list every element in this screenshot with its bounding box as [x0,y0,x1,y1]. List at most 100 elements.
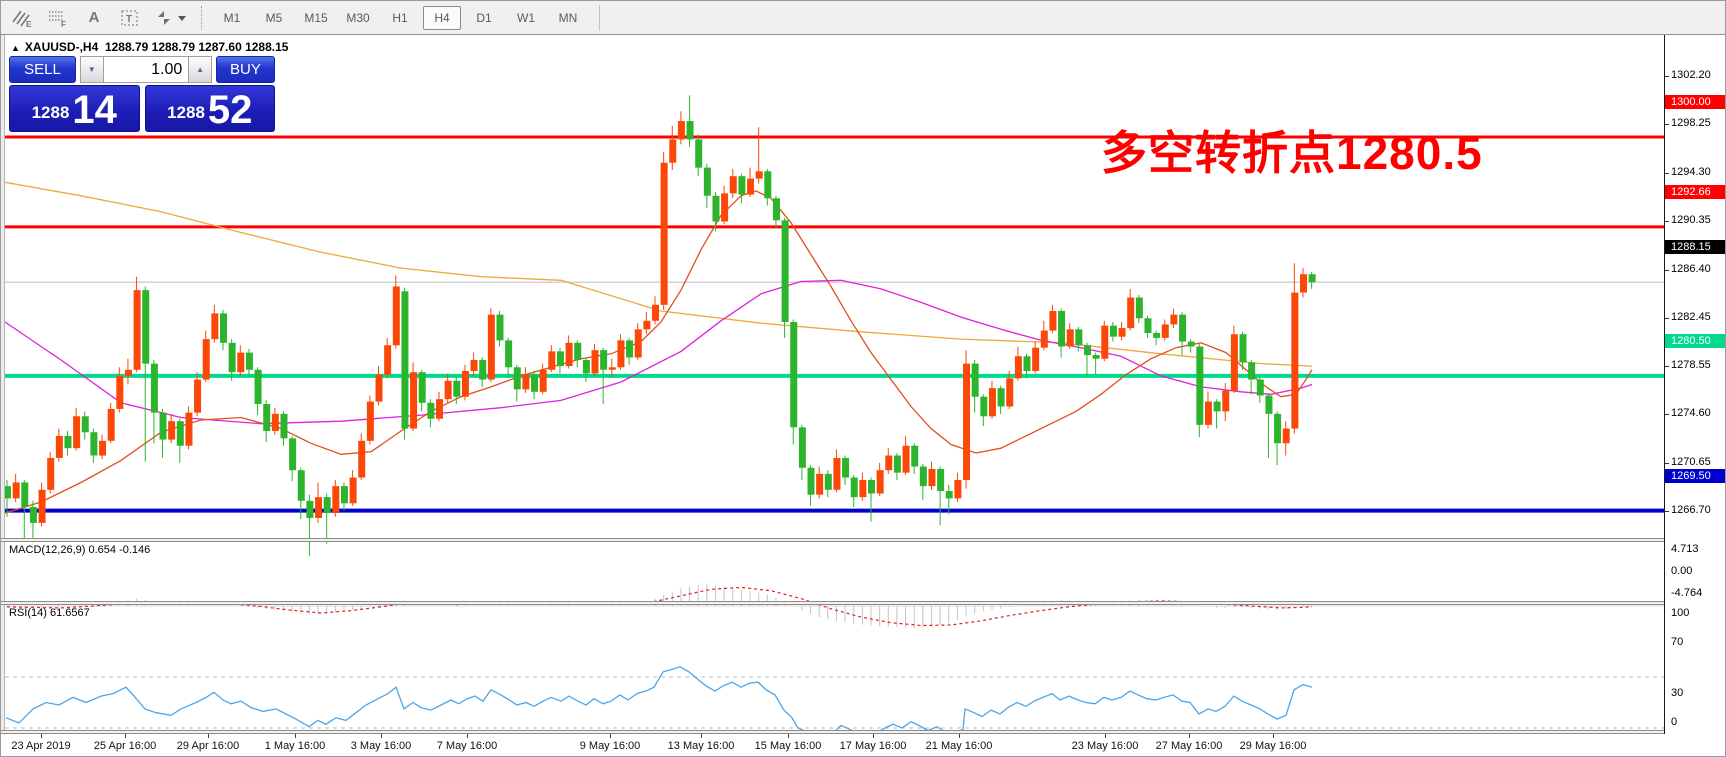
time-label: 29 Apr 16:00 [176,740,240,752]
toolbar-separator-2 [599,4,600,31]
time-tick [873,734,874,738]
price-label: 1266.70 [1671,504,1711,516]
time-label: 7 May 16:00 [436,740,498,752]
price-tick [1665,366,1669,367]
indicator-scale-label: 0 [1671,716,1678,728]
symbol-period: XAUUSD-,H4 [24,40,99,54]
time-tick [295,734,296,738]
time-label: 3 May 16:00 [350,740,412,752]
toolbar-separator [201,5,203,30]
text-box-icon[interactable]: T [115,5,145,31]
one-click-trading-panel: SELL ▼ 1.00 ▲ BUY 1288 14 1288 52 [9,56,275,132]
ohlc-quotes: 1288.79 1288.79 1287.60 1288.15 [104,40,289,54]
timeframe-button-d1[interactable]: D1 [476,10,492,25]
timeframe-button-m30[interactable]: M30 [346,10,370,25]
time-label: 23 May 16:00 [1071,740,1139,752]
indicator-scale-label: 100 [1671,607,1690,619]
price-tick [1665,124,1669,125]
volume-decrease-button[interactable]: ▼ [79,56,104,83]
price-level-badge: 1269.50 [1665,469,1725,483]
price-tick [1665,511,1669,512]
time-tick [381,734,382,738]
indicator-scale-label: 70 [1671,636,1684,648]
buy-button[interactable]: BUY [215,56,275,83]
sell-price-display[interactable]: 1288 14 [9,85,140,132]
time-label: 17 May 16:00 [839,740,907,752]
svg-text:T: T [126,14,132,25]
price-level-badge: 1280.50 [1665,334,1725,348]
panel-separator-timeaxis [1,730,1725,734]
price-label: 1302.20 [1671,69,1711,81]
time-tick [959,734,960,738]
sell-price-small: 1288 [31,103,70,122]
indicator-scale-label: 4.713 [1671,543,1699,555]
time-tick [610,734,611,738]
price-tick [1665,270,1669,271]
timeframe-button-h1[interactable]: H1 [392,10,408,25]
time-label: 23 Apr 2019 [11,740,71,752]
time-label: 1 May 16:00 [264,740,326,752]
time-tick [208,734,209,738]
timeframe-button-w1[interactable]: W1 [517,10,535,25]
macd-label: MACD(12,26,9) 0.654 -0.146 [9,544,151,556]
buy-price-small: 1288 [167,103,205,122]
timeframe-buttons: M1 M5 M15 M30 H1 H4 D1 W1 MN [211,5,589,30]
timeframe-button-mn[interactable]: MN [558,10,578,25]
time-label: 25 Apr 16:00 [93,740,157,752]
price-tick [1665,221,1669,222]
volume-input[interactable]: 1.00 [103,56,189,83]
timeframe-button-h4[interactable]: H4 [423,5,461,30]
price-label: 1286.40 [1671,263,1711,275]
price-label: 1274.60 [1671,407,1711,419]
price-tick [1665,463,1669,464]
text-label-icon[interactable]: A [88,9,100,26]
panel-separator-rsi[interactable] [1,601,1725,605]
svg-text:E: E [26,20,32,28]
time-axis[interactable]: 23 Apr 2019 25 Apr 16:00 29 Apr 16:00 1 May… [1,734,1725,756]
time-tick [41,734,42,738]
indicator-scale-label: -4.764 [1671,587,1703,599]
time-label: 29 May 16:00 [1239,740,1307,752]
price-tick [1665,318,1669,319]
buy-price-big: 52 [207,88,253,132]
collapse-arrow-icon[interactable]: ▲ [11,43,20,53]
time-tick [1273,734,1274,738]
price-label: 1294.30 [1671,166,1711,178]
price-tick [1665,173,1669,174]
price-label: 1282.45 [1671,311,1711,323]
indicator-scale-label: 30 [1671,687,1684,699]
chart-title: ▲ XAUUSD-,H4 1288.79 1288.79 1287.60 1288… [11,40,288,54]
price-level-badge: 1300.00 [1665,95,1725,109]
time-tick [701,734,702,738]
pattern-indicator-icon[interactable]: E [7,5,37,31]
price-label: 1278.55 [1671,359,1711,371]
window-left-frame [1,35,5,756]
price-tick [1665,76,1669,77]
sell-button[interactable]: SELL [9,56,76,83]
timeframe-button-m15[interactable]: M15 [304,10,328,25]
volume-increase-button[interactable]: ▲ [188,56,212,83]
price-label: 1298.25 [1671,117,1711,129]
grid-template-icon[interactable]: F [43,5,73,31]
toolbar: E F A T M1 M5 M15 M30 H1 H4 [1,1,1725,35]
time-tick [467,734,468,738]
rsi-label: RSI(14) 61.6567 [9,607,90,619]
panel-separator-macd[interactable] [1,538,1725,542]
time-label: 15 May 16:00 [754,740,822,752]
price-level-badge: 1292.66 [1665,185,1725,199]
time-tick [1105,734,1106,738]
timeframe-button-m1[interactable]: M1 [223,10,241,25]
arrange-cycle-icon[interactable] [151,5,191,31]
time-label: 27 May 16:00 [1155,740,1223,752]
timeframe-button-m5[interactable]: M5 [265,10,283,25]
time-label: 21 May 16:00 [925,740,993,752]
buy-price-display[interactable]: 1288 52 [144,85,275,132]
chinese-annotation-text: 多空转折点1280.5 [1101,127,1483,179]
price-level-badge: 1288.15 [1665,240,1725,254]
price-axis[interactable]: 1302.20 1298.25 1294.30 1290.35 1286.40 1282.… [1664,35,1725,734]
chart-area[interactable]: 1302.20 1298.25 1294.30 1290.35 1286.40 1282.… [1,35,1725,756]
price-label: 1290.35 [1671,214,1711,226]
time-tick [125,734,126,738]
time-tick [1189,734,1190,738]
